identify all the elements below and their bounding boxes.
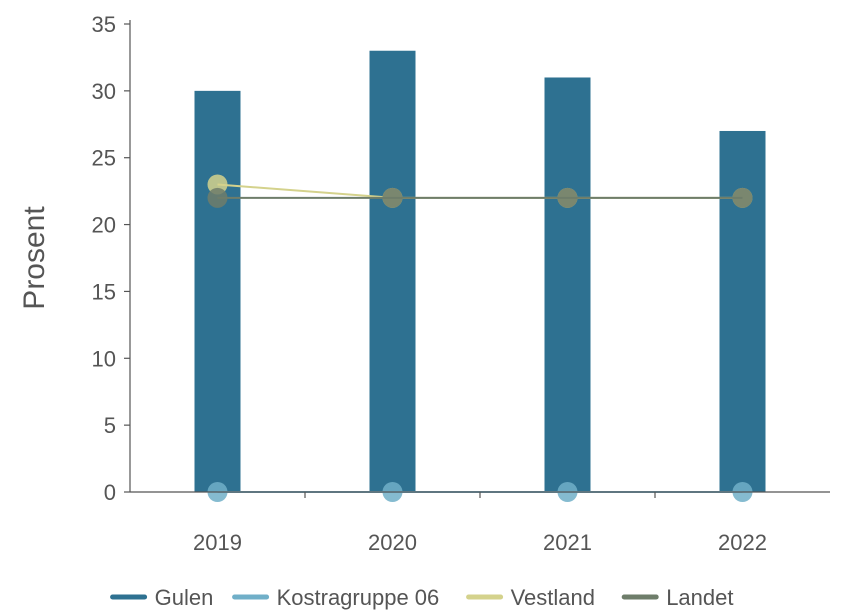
x-tick-label: 2022 [718, 530, 767, 555]
y-tick-label: 0 [104, 480, 116, 505]
legend-label-vestland: Vestland [511, 585, 595, 610]
x-tick-label: 2021 [543, 530, 592, 555]
y-tick-label: 25 [92, 146, 116, 171]
line-vestland [217, 183, 743, 199]
plot-area [194, 50, 766, 502]
point-landet [382, 187, 403, 208]
point-landet [207, 187, 228, 208]
axes: 0 5 10 15 20 25 30 35 2019 2020 2021 2022 [92, 12, 830, 555]
bar-gulen [369, 50, 416, 492]
bar-gulen [544, 77, 591, 492]
y-tick-label: 20 [92, 213, 116, 238]
legend-label-gulen: Gulen [155, 585, 214, 610]
y-axis-title: Prosent [18, 206, 51, 310]
x-tick-label: 2020 [368, 530, 417, 555]
x-tick-label: 2019 [193, 530, 242, 555]
y-tick-label: 10 [92, 346, 116, 371]
bar-gulen [194, 90, 241, 492]
point-landet [732, 187, 753, 208]
bar-gulen [719, 130, 766, 492]
legend-label-landet: Landet [666, 585, 733, 610]
y-tick-label: 35 [92, 12, 116, 37]
legend: Gulen Kostragruppe 06 Vestland Landet [110, 585, 733, 610]
y-tick-label: 5 [104, 413, 116, 438]
y-tick-label: 15 [92, 279, 116, 304]
legend-label-kostragruppe-06: Kostragruppe 06 [277, 585, 440, 610]
y-tick-label: 30 [92, 79, 116, 104]
point-landet [557, 187, 578, 208]
